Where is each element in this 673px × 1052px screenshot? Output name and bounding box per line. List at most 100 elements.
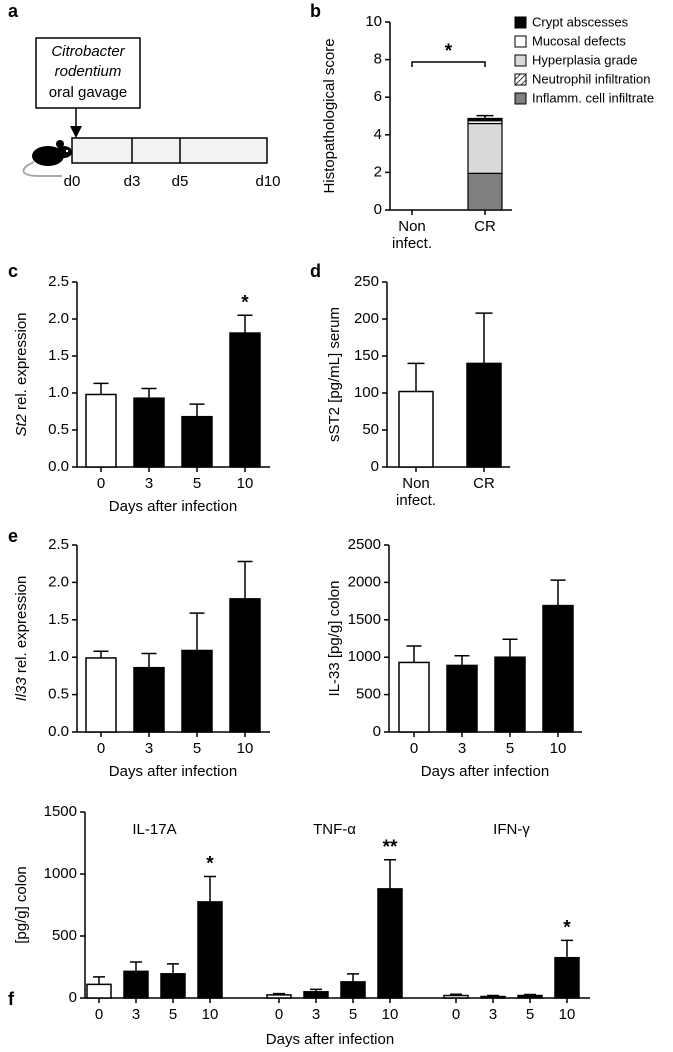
group-title: TNF-α bbox=[313, 821, 356, 838]
y-tick-label: 250 bbox=[354, 273, 379, 290]
y-axis-label: St2 rel. expression bbox=[13, 312, 30, 436]
error-bar bbox=[93, 382, 109, 395]
x-tick-label: 5 bbox=[349, 1006, 357, 1023]
bar bbox=[398, 661, 430, 733]
error-bar bbox=[561, 939, 573, 958]
y-axis-label-text: Histopathological score bbox=[321, 38, 338, 193]
timeline-label: d5 bbox=[172, 173, 189, 190]
bar bbox=[542, 604, 574, 733]
y-axis-label: Histopathological score bbox=[321, 38, 338, 193]
y-tick-label: 0.0 bbox=[48, 723, 69, 740]
bar bbox=[85, 657, 117, 733]
y-tick-label: 4 bbox=[374, 126, 382, 143]
y-tick-label: 1.0 bbox=[48, 648, 69, 665]
y-tick-label: 200 bbox=[354, 310, 379, 327]
y-axis-label-text: IL-33 [pg/g] colon bbox=[326, 581, 343, 697]
x-tick-label: 0 bbox=[452, 1006, 460, 1023]
y-axis-label: Il33 rel. expression bbox=[13, 576, 30, 702]
significance: ** bbox=[383, 837, 398, 858]
timeline-label: d3 bbox=[124, 173, 141, 190]
error-bar bbox=[550, 579, 566, 606]
bar bbox=[303, 991, 329, 999]
y-tick-label: 8 bbox=[374, 51, 382, 68]
bar bbox=[181, 649, 213, 733]
x-tick-label: CR bbox=[474, 218, 496, 235]
x-axis-label: Days after infection bbox=[109, 498, 237, 515]
x-tick-label: 10 bbox=[382, 1006, 399, 1023]
x-tick-label: 0 bbox=[95, 1006, 103, 1023]
y-tick-label: 1000 bbox=[348, 648, 381, 665]
bar bbox=[123, 970, 149, 999]
error-bar bbox=[384, 858, 396, 889]
bar bbox=[398, 390, 434, 468]
legend-label: Inflamm. cell infiltrate bbox=[532, 90, 654, 105]
bar bbox=[85, 393, 117, 468]
bar bbox=[160, 973, 186, 999]
y-axis-label: [pg/g] colon bbox=[13, 866, 30, 944]
bar bbox=[554, 956, 580, 999]
error-bar bbox=[130, 961, 142, 972]
significance: * bbox=[206, 853, 214, 874]
x-tick-label: 10 bbox=[559, 1006, 576, 1023]
y-axis-label-text: rel. expression bbox=[13, 312, 30, 410]
x-tick-label: 3 bbox=[145, 740, 153, 757]
error-bar bbox=[406, 645, 422, 663]
error-bar bbox=[189, 403, 205, 417]
significance: * bbox=[241, 292, 249, 313]
y-axis-label-text: rel. expression bbox=[13, 576, 30, 674]
bar bbox=[86, 983, 112, 999]
timeline-bar bbox=[71, 137, 268, 164]
error-bar bbox=[93, 650, 109, 658]
y-tick-label: 500 bbox=[52, 927, 77, 944]
bar bbox=[466, 362, 502, 468]
panel-letter: e bbox=[8, 526, 18, 546]
bar bbox=[181, 415, 213, 468]
bar bbox=[229, 332, 261, 468]
x-tick-label: Non infect. bbox=[396, 475, 436, 509]
box-text: oral gavage bbox=[49, 84, 127, 101]
x-tick-label: 3 bbox=[145, 475, 153, 492]
bar bbox=[229, 598, 261, 733]
legend-swatch bbox=[514, 54, 527, 67]
x-tick-label: 5 bbox=[526, 1006, 534, 1023]
y-axis-label-text: [pg/g] colon bbox=[13, 866, 30, 944]
error-bar bbox=[189, 612, 205, 651]
y-tick-label: 1.0 bbox=[48, 384, 69, 401]
error-bar bbox=[237, 314, 253, 334]
y-axis-label-text: sST2 [pg/mL] serum bbox=[326, 307, 343, 442]
x-tick-label: 0 bbox=[275, 1006, 283, 1023]
x-tick-label: 3 bbox=[132, 1006, 140, 1023]
y-tick-label: 1000 bbox=[44, 865, 77, 882]
error-bar bbox=[204, 875, 216, 902]
legend-swatch bbox=[514, 92, 527, 105]
x-tick-label: Non infect. bbox=[392, 218, 432, 252]
y-tick-label: 2.0 bbox=[48, 573, 69, 590]
x-axis-label: Days after infection bbox=[109, 763, 237, 780]
bar bbox=[443, 994, 469, 999]
x-axis-label: Days after infection bbox=[421, 763, 549, 780]
y-tick-label: 0.0 bbox=[48, 458, 69, 475]
y-tick-label: 50 bbox=[362, 421, 379, 438]
y-tick-label: 100 bbox=[354, 384, 379, 401]
bar bbox=[480, 995, 506, 999]
bar bbox=[340, 981, 366, 999]
significance: * bbox=[563, 917, 571, 938]
mouse-icon bbox=[22, 140, 72, 177]
error-bar bbox=[502, 638, 518, 658]
x-tick-label: 5 bbox=[193, 740, 201, 757]
y-tick-label: 2.5 bbox=[48, 536, 69, 553]
significance-bracket bbox=[411, 61, 486, 67]
x-tick-label: 3 bbox=[312, 1006, 320, 1023]
x-tick-label: 3 bbox=[458, 740, 466, 757]
panel-letter: d bbox=[310, 261, 321, 281]
error-bar bbox=[167, 963, 179, 974]
error-bar bbox=[141, 652, 157, 668]
y-tick-label: 2.0 bbox=[48, 310, 69, 327]
panel-letter: a bbox=[8, 1, 19, 21]
y-tick-label: 6 bbox=[374, 88, 382, 105]
y-tick-label: 2 bbox=[374, 163, 382, 180]
bar-segment bbox=[467, 122, 503, 174]
y-tick-label: 0.5 bbox=[48, 686, 69, 703]
legend-label: Hyperplasia grade bbox=[532, 52, 638, 67]
